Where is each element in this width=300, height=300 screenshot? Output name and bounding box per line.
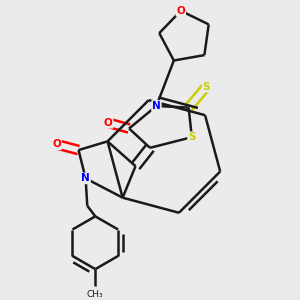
- Text: CH₃: CH₃: [87, 290, 104, 299]
- Text: N: N: [81, 173, 90, 183]
- Text: S: S: [188, 132, 196, 142]
- Text: O: O: [176, 6, 185, 16]
- Text: O: O: [104, 118, 112, 128]
- Text: O: O: [52, 139, 61, 149]
- Text: S: S: [202, 82, 210, 92]
- Text: N: N: [152, 101, 161, 111]
